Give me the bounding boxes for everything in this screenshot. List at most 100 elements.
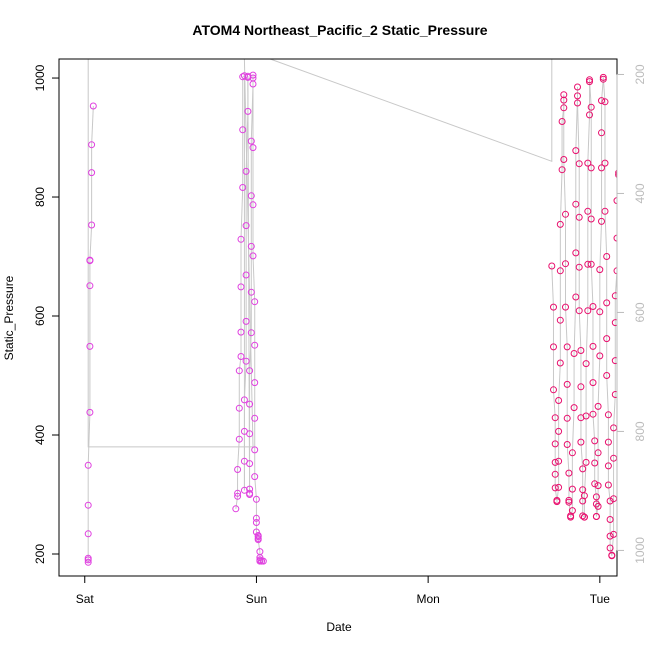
data-point [589, 379, 597, 387]
y-tick-label: 600 [33, 306, 47, 326]
profile-segment [599, 221, 603, 270]
data-point [242, 357, 250, 365]
data-point [582, 360, 590, 368]
data-point [608, 551, 616, 559]
data-point [563, 380, 571, 388]
data-point [575, 160, 583, 168]
data-point [574, 92, 581, 100]
data-point [251, 446, 259, 454]
data-point [84, 554, 92, 562]
profile-segment [577, 103, 580, 164]
data-point [601, 98, 609, 106]
data-point [603, 253, 611, 260]
profile-segment [551, 266, 554, 308]
data-point [579, 465, 587, 473]
data-point [235, 435, 243, 443]
data-point [562, 303, 569, 311]
profile-segment [573, 296, 577, 354]
profile-segment [91, 105, 94, 145]
x-axis-label: Date [326, 620, 352, 634]
data-point [234, 466, 242, 473]
data-point [574, 99, 581, 107]
profile-segment [552, 389, 556, 418]
data-point [237, 235, 245, 243]
data-point [240, 486, 248, 494]
data-point [235, 367, 243, 375]
data-point [254, 536, 262, 544]
data-point [558, 118, 566, 125]
data-point [574, 83, 581, 91]
data-point [232, 505, 240, 513]
data-point [84, 501, 92, 509]
data-point [562, 260, 569, 268]
profile-segment [606, 375, 609, 415]
data-point [551, 440, 559, 448]
data-point [252, 528, 260, 536]
data-point [86, 408, 94, 416]
data-point [237, 283, 245, 291]
data-point [563, 441, 571, 448]
data-point [553, 498, 561, 506]
profile-segment [585, 310, 589, 364]
profile-segment [564, 307, 568, 347]
profile-segment [89, 224, 93, 261]
y-tick-label: 400 [33, 425, 47, 445]
data-point [598, 217, 605, 225]
data-point [586, 76, 593, 84]
data-point [580, 492, 588, 500]
x-tick-label: Sat [76, 592, 95, 606]
data-point [584, 207, 592, 215]
data-point [589, 342, 597, 350]
data-point [242, 222, 250, 230]
data-point [242, 317, 250, 325]
data-point [572, 249, 580, 257]
profile-segment [571, 407, 575, 453]
data-point [598, 129, 605, 137]
profile-segment [238, 356, 242, 371]
data-point [249, 201, 257, 209]
data-point [599, 73, 607, 81]
data-point [570, 350, 578, 357]
data-point [565, 498, 573, 506]
data-point [249, 252, 257, 260]
data-point [246, 489, 254, 497]
data-point [584, 260, 592, 268]
data-point [89, 102, 97, 110]
data-point [589, 303, 597, 310]
profile-segment [243, 361, 247, 400]
data-point [560, 91, 568, 99]
y-axis: 200 400 600 800 1000 [33, 64, 60, 564]
y-axis-label: Static_Pressure [2, 275, 16, 360]
y-right-tick-label: 200 [633, 64, 647, 84]
data-point [591, 437, 599, 445]
data-point [235, 404, 243, 412]
data-point [251, 379, 259, 387]
y-right-tick-label: 600 [633, 302, 647, 322]
y-tick-label: 800 [33, 187, 47, 207]
profile-segment [237, 439, 240, 470]
data-point [575, 263, 583, 271]
data-point [592, 513, 600, 520]
y-right-tick-label: 1000 [633, 537, 647, 564]
data-point [594, 449, 602, 457]
data-point [239, 73, 247, 81]
data-point [603, 335, 611, 343]
data-point [596, 266, 604, 274]
profile-segment [556, 487, 560, 502]
data-point [251, 414, 259, 422]
data-point [555, 427, 563, 435]
x-tick-label: Sun [246, 592, 267, 606]
profile-segment [240, 187, 244, 240]
data-point [592, 493, 600, 501]
profile-segment [559, 169, 563, 225]
data-point [240, 72, 248, 80]
data-point [84, 530, 92, 538]
data-point [596, 308, 604, 316]
profile-segment [587, 114, 591, 164]
data-point [558, 166, 566, 174]
data-point [247, 329, 255, 337]
profile-segment [563, 159, 566, 215]
data-point [611, 319, 617, 327]
profile-segment [578, 310, 582, 351]
